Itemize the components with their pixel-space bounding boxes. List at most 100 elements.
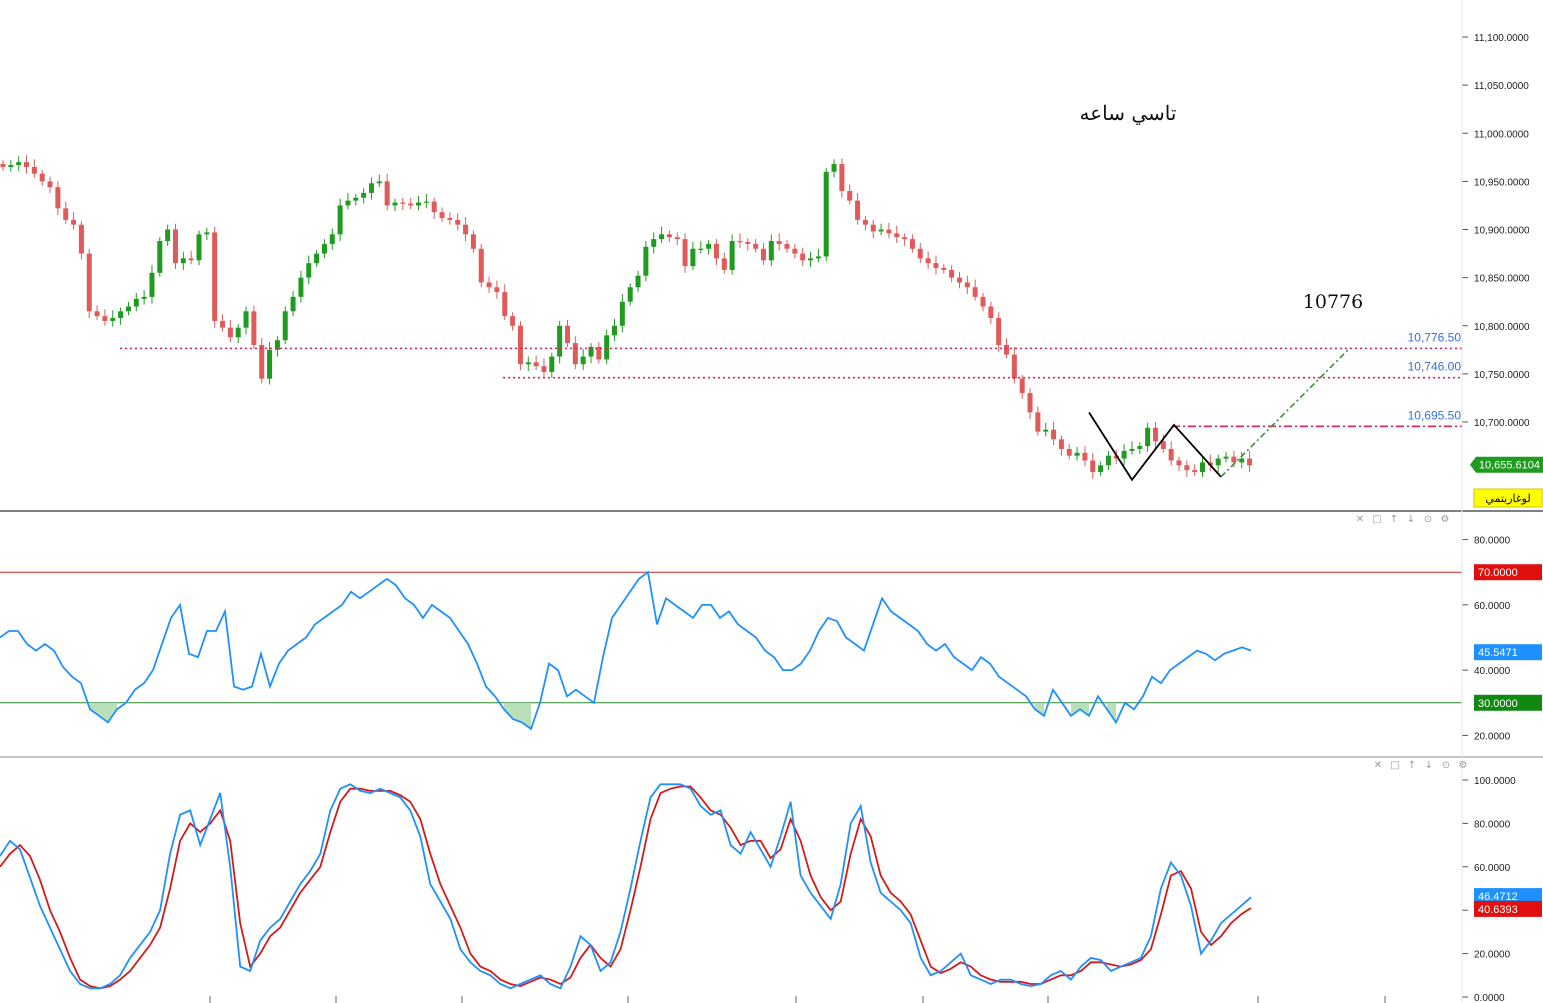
candle-body xyxy=(180,258,186,264)
candle-body xyxy=(949,269,955,278)
pane-control-icon: ⚙ xyxy=(1459,760,1468,771)
candle-body xyxy=(16,162,22,166)
candle-body xyxy=(549,356,555,372)
candle-body xyxy=(423,201,429,203)
price-axis-tick-label: 10,700.0000 xyxy=(1474,418,1530,429)
candle-body xyxy=(690,248,696,267)
stoch-k-label: 46.4712 xyxy=(1478,891,1518,903)
candle-body xyxy=(455,219,461,225)
candle-body xyxy=(1145,427,1151,447)
scale-badge-label: لوغاريتمي xyxy=(1485,492,1530,505)
candle-body xyxy=(71,219,77,225)
candle-body xyxy=(964,282,970,288)
candle-body xyxy=(196,234,202,261)
rsi-last-label: 45.5471 xyxy=(1478,647,1518,659)
candle-body xyxy=(800,253,806,261)
candle-body xyxy=(149,272,155,297)
candle-body xyxy=(886,229,892,234)
candle-body xyxy=(525,362,531,365)
candle-body xyxy=(596,346,602,360)
rsi-axis-tick-label: 80.0000 xyxy=(1474,536,1511,547)
candle-body xyxy=(400,202,406,204)
candle-body xyxy=(713,243,719,259)
candle-body xyxy=(8,165,14,167)
candle-body xyxy=(635,275,641,288)
rsi-last-badge xyxy=(1474,644,1542,661)
price-axis-tick-label: 11,000.0000 xyxy=(1474,129,1529,140)
candle-body xyxy=(1152,427,1158,442)
candle-body xyxy=(1247,458,1253,466)
candle-body xyxy=(956,277,962,283)
rsi-oversold-fill xyxy=(90,702,117,723)
candle-body xyxy=(557,325,563,357)
candle-body xyxy=(878,229,884,232)
candle-body xyxy=(706,243,712,249)
candle-body xyxy=(212,232,218,321)
stoch-axis-tick-label: 100.0000 xyxy=(1474,776,1516,787)
candle-body xyxy=(870,224,876,232)
rsi-level-label: 70.0000 xyxy=(1478,567,1518,579)
price-axis-tick-label: 10,900.0000 xyxy=(1474,226,1530,237)
candle-body xyxy=(376,181,382,184)
candle-body xyxy=(1058,439,1064,449)
candle-body xyxy=(917,248,923,259)
price-panel[interactable]: 11,100.0000 11,050.0000 11,000.0000 10,950.… xyxy=(0,33,1543,508)
candle-body xyxy=(235,327,241,338)
candle-body xyxy=(220,320,226,328)
candle-body xyxy=(972,287,978,297)
candle-body xyxy=(1184,465,1190,471)
candle-body xyxy=(1004,345,1010,355)
candle-body xyxy=(612,325,618,336)
candle-body xyxy=(988,306,994,319)
pane-control-icon: ↑ xyxy=(1408,760,1416,771)
pane-control-icon: ✕ xyxy=(1374,760,1382,771)
stoch-axis-tick-label: 20.0000 xyxy=(1474,950,1511,961)
candle-body xyxy=(141,296,147,299)
candle-body xyxy=(1027,393,1033,413)
candle-body xyxy=(502,292,508,317)
rsi-oversold-fill xyxy=(504,702,531,729)
pane-control-icon: □ xyxy=(1372,514,1381,525)
candle-body xyxy=(572,343,578,365)
candle-body xyxy=(1223,456,1229,459)
stochastic-panel[interactable]: 100.000080.000060.000040.000020.00000.00… xyxy=(0,776,1542,1003)
candle-body xyxy=(416,202,422,206)
candle-body xyxy=(1090,460,1096,473)
candle-body xyxy=(267,349,273,379)
pane-control-icon: ⊙ xyxy=(1442,760,1450,771)
candle-body xyxy=(431,201,437,213)
candle-body xyxy=(941,268,947,270)
candle-body xyxy=(1129,448,1135,451)
candle-body xyxy=(768,241,774,261)
candle-body xyxy=(306,263,312,278)
candle-body xyxy=(533,362,539,367)
candle-body xyxy=(329,234,335,244)
candle-body xyxy=(227,327,233,338)
stoch-axis-tick-label: 0.0000 xyxy=(1474,993,1505,1003)
candle-body xyxy=(110,318,116,321)
projection-line xyxy=(1220,347,1351,478)
candle-body xyxy=(862,219,868,225)
candle-body xyxy=(643,246,649,276)
candle-body xyxy=(188,258,194,261)
rsi-axis-tick-label: 60.0000 xyxy=(1474,601,1511,612)
candle-body xyxy=(243,311,249,328)
candle-body xyxy=(902,237,908,240)
price-axis-tick-label: 11,050.0000 xyxy=(1474,81,1529,92)
price-axis-tick-label: 10,800.0000 xyxy=(1474,322,1530,333)
candle-body xyxy=(925,258,931,264)
rsi-panel[interactable]: 80.0000 60.0000 40.0000 20.0000 70.0000 30.00… xyxy=(0,536,1542,743)
level-label: 10,776.50 xyxy=(1408,330,1462,344)
candle-body xyxy=(463,224,469,235)
scale-badge xyxy=(1473,488,1543,508)
candle-body xyxy=(337,205,343,235)
level-label: 10,746.00 xyxy=(1408,360,1462,374)
candle-body xyxy=(1231,456,1237,463)
candle-body xyxy=(172,229,178,264)
candle-body xyxy=(24,162,30,167)
candle-body xyxy=(39,173,45,182)
stoch-axis-tick-label: 80.0000 xyxy=(1474,819,1511,830)
candle-body xyxy=(408,203,414,206)
